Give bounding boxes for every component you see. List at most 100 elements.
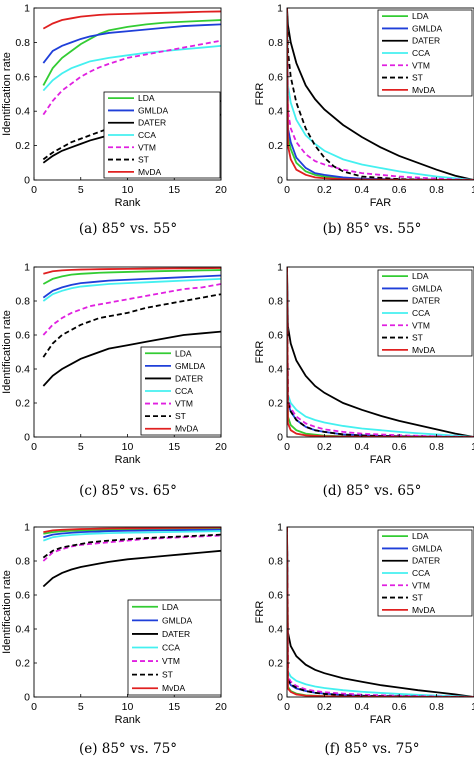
x-tick-label: 0.4 (354, 701, 369, 713)
x-tick-label: 0.8 (429, 184, 444, 196)
y-tick-label: 0 (277, 692, 283, 704)
x-tick-label: 15 (168, 441, 180, 453)
x-tick-label: 0 (284, 441, 290, 453)
x-tick-label: 20 (215, 701, 227, 713)
chart-panel-0: 0 5 10 15 20 0 0.2 0.4 0.6 0.8 1 Rank Identification… (1, 3, 227, 238)
legend-label-cca: CCA (412, 308, 430, 318)
legend-label-vtm: VTM (162, 656, 180, 666)
series-line-dater (42, 330, 221, 387)
y-tick-label: 0.4 (15, 106, 30, 118)
legend-label-gmlda: GMLDA (412, 23, 443, 33)
y-tick-label: 0.6 (268, 590, 283, 602)
series-line-dater (287, 526, 474, 697)
x-tick-label: 0.6 (392, 441, 407, 453)
y-axis-label: Identification rate (1, 52, 13, 136)
x-tick-label: 0 (284, 184, 290, 196)
y-tick-label: 0 (24, 175, 30, 187)
y-tick-label: 0.6 (15, 71, 30, 83)
legend-label-gmlda: GMLDA (162, 615, 193, 625)
subfigure-caption: (a) 85° vs. 55° (79, 221, 177, 237)
y-axis-label: FRR (254, 83, 266, 106)
subfigure-caption: (d) 85° vs. 65° (323, 483, 422, 499)
x-tick-label: 5 (78, 441, 84, 453)
legend-label-gmlda: GMLDA (138, 105, 169, 115)
series-line-lda (43, 527, 221, 535)
series-line-lda (42, 19, 221, 86)
y-tick-label: 1 (277, 3, 283, 15)
y-tick-label: 1 (24, 522, 30, 534)
y-tick-label: 0.2 (15, 140, 30, 152)
legend-label-vtm: VTM (412, 580, 430, 590)
legend: LDA GMLDA DATER CCA VTM ST MvDA (377, 9, 473, 97)
x-tick-label: 0.4 (354, 184, 369, 196)
y-tick-label: 0.6 (15, 330, 30, 342)
x-tick-label: 0 (284, 701, 290, 713)
legend: LDA GMLDA DATER CCA VTM ST MvDA (377, 269, 473, 357)
legend-label-cca: CCA (175, 386, 193, 396)
y-tick-label: 0.8 (15, 37, 30, 49)
plot-area (42, 526, 221, 588)
legend-label-gmlda: GMLDA (412, 283, 443, 293)
x-tick-label: 10 (122, 441, 134, 453)
subfigure-caption: (e) 85° vs. 75° (79, 741, 177, 757)
legend-label-gmlda: GMLDA (175, 361, 206, 371)
y-tick-label: 0.4 (15, 624, 30, 636)
series-line-cca (287, 7, 474, 180)
x-tick-label: 20 (215, 184, 227, 196)
legend-label-dater: DATER (412, 296, 440, 306)
series-line-dater (42, 549, 221, 588)
chart-panel-1: 0 0.2 0.4 0.6 0.8 1 0 0.2 0.4 0.6 0.8 1 FAR FRR LDA GML… (254, 3, 474, 237)
legend-label-dater: DATER (138, 118, 166, 128)
x-tick-label: 10 (122, 701, 134, 713)
subfigure-caption: (b) 85° vs. 55° (323, 221, 422, 237)
x-tick-label: 0.4 (354, 441, 369, 453)
legend: LDA GMLDA DATER CCA VTM ST MvDA (103, 91, 221, 179)
y-tick-label: 1 (277, 262, 283, 274)
chart-panel-4: 0 5 10 15 20 0 0.2 0.4 0.6 0.8 1 Rank Identification… (1, 522, 227, 758)
x-tick-label: 0.2 (317, 701, 332, 713)
legend-label-mvda: MvDA (162, 683, 185, 693)
series-line-cca (42, 44, 221, 92)
y-tick-label: 0.4 (15, 364, 30, 376)
series-line-st (42, 533, 221, 559)
x-tick-label: 0 (31, 184, 37, 196)
y-tick-label: 0.2 (15, 658, 30, 670)
x-axis-label: FAR (370, 197, 391, 209)
y-tick-label: 0.2 (15, 398, 30, 410)
legend: LDA GMLDA DATER CCA VTM ST MvDA (377, 529, 473, 617)
legend-label-st: ST (162, 670, 173, 680)
legend-label-st: ST (412, 333, 423, 343)
chart-panel-5: 0 0.2 0.4 0.6 0.8 1 0 0.2 0.4 0.6 0.8 1 FAR FRR LDA GML… (254, 522, 474, 757)
series-line-gmlda (42, 274, 221, 299)
x-tick-label: 5 (78, 184, 84, 196)
legend-label-lda: LDA (138, 93, 155, 103)
x-tick-label: 0.8 (429, 701, 444, 713)
legend-label-dater: DATER (412, 36, 440, 46)
x-tick-label: 15 (168, 184, 180, 196)
series-line-gmlda (42, 23, 221, 64)
series-line-lda (42, 269, 221, 285)
series-line-dater (287, 7, 474, 180)
legend-label-dater: DATER (162, 629, 190, 639)
series-line-cca (42, 278, 221, 302)
legend-label-dater: DATER (175, 373, 203, 383)
legend-label-lda: LDA (412, 271, 429, 281)
x-axis-label: Rank (115, 197, 141, 209)
x-tick-label: 0.8 (429, 441, 444, 453)
series-line-vtm (42, 283, 221, 336)
y-tick-label: 0.4 (268, 624, 283, 636)
x-axis-label: FAR (370, 714, 391, 726)
legend-label-st: ST (138, 155, 149, 165)
x-tick-label: 0.6 (392, 184, 407, 196)
legend-label-vtm: VTM (138, 142, 156, 152)
axes-frame (286, 526, 474, 698)
legend-label-cca: CCA (162, 643, 180, 653)
legend-label-vtm: VTM (412, 60, 430, 70)
legend-label-lda: LDA (412, 11, 429, 21)
series-line-cca (287, 266, 474, 437)
y-tick-label: 0 (277, 175, 283, 187)
legend-label-vtm: VTM (175, 399, 193, 409)
y-axis-label: FRR (254, 341, 266, 364)
y-tick-label: 0.8 (268, 556, 283, 568)
